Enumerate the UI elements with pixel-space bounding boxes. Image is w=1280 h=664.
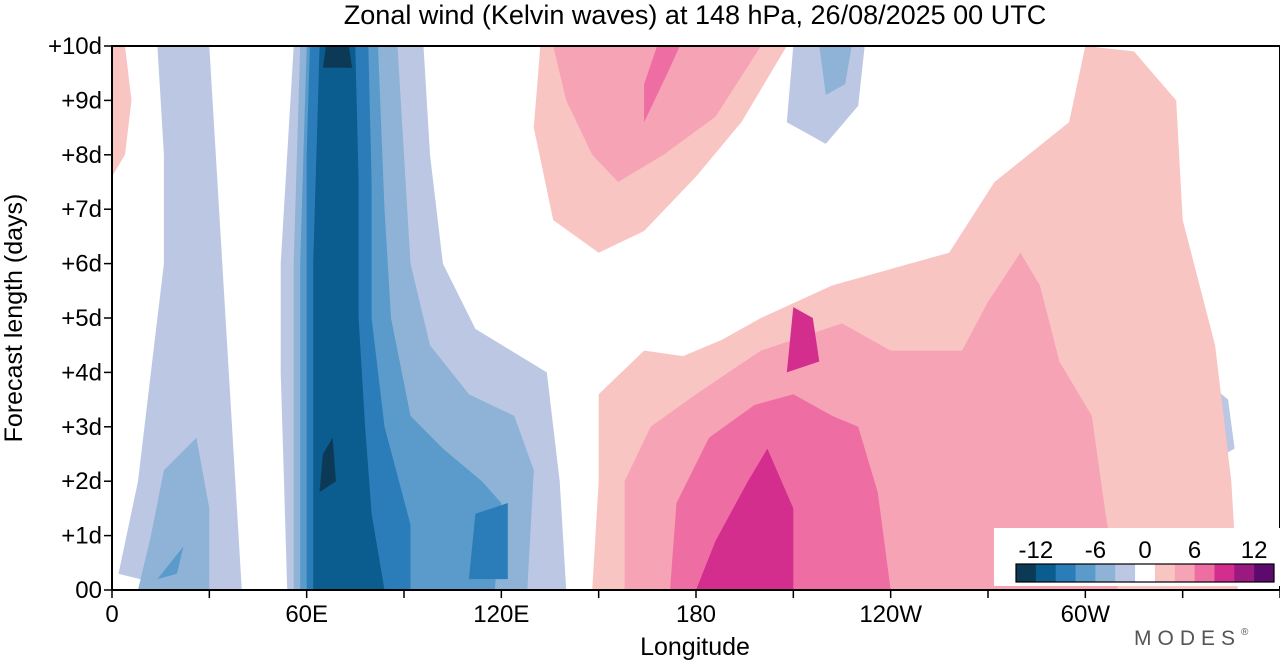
y-tick-label: +3d [61, 414, 102, 441]
colorbar-tick-label: 0 [1138, 537, 1151, 564]
colorbar-frame [1015, 563, 1275, 583]
colorbar-swatch [1254, 564, 1275, 582]
y-tick-label: 00 [75, 577, 102, 604]
x-tick-label: 120E [473, 601, 529, 628]
colorbar-tick-label: 6 [1188, 537, 1201, 564]
colorbar-tick-label: -12 [1019, 537, 1054, 564]
y-tick-label: +8d [61, 142, 102, 169]
brand-mark: ® [1241, 627, 1254, 638]
y-tick-label: +4d [61, 359, 102, 386]
westerly-anomaly-20 [644, 46, 680, 123]
easterly-anomaly-12 [319, 437, 336, 493]
westerly-anomaly-22 [786, 307, 820, 373]
colorbar-swatch [1174, 564, 1196, 582]
y-ticks: 00 +1d +2d +3d +4d +5d +6d +7d +8d +9d +10d [48, 33, 112, 604]
y-tick-label: +9d [61, 87, 102, 114]
westerly-anomaly-16 [112, 46, 132, 177]
brand-logo: MODES® [1134, 627, 1254, 650]
westerly-anomaly-21 [696, 448, 794, 590]
x-ticks: 0 60E 120E 180 120W 60W [105, 590, 1280, 628]
y-tick-label: +10d [48, 33, 102, 60]
colorbar: -12 -6 0 6 12 [994, 528, 1280, 586]
colorbar-swatch [1154, 564, 1176, 582]
colorbar-swatch [1095, 564, 1116, 582]
easterly-anomaly-4 [138, 437, 210, 590]
colorbar-tick-label: 12 [1241, 537, 1268, 564]
brand-text: MODES [1134, 627, 1241, 650]
colorbar-swatch [1016, 564, 1037, 582]
x-tick-label: 60W [1061, 601, 1111, 628]
x-tick-label: 120W [859, 601, 922, 628]
y-tick-label: +6d [61, 251, 102, 278]
x-tick-label: 180 [676, 601, 716, 628]
westerly-anomaly-17 [553, 46, 761, 182]
colorbar-swatch [1214, 564, 1235, 582]
easterly-anomaly-0 [118, 46, 242, 590]
y-axis-label: Forecast length (days) [0, 194, 28, 443]
colorbar-swatch [1035, 564, 1057, 582]
chart-title: Zonal wind (Kelvin waves) at 148 hPa, 26… [344, 0, 1046, 30]
easterly-anomaly-6 [819, 46, 852, 95]
y-tick-label: +2d [61, 468, 102, 495]
easterly-anomaly-7 [157, 546, 184, 580]
x-tick-label: 60E [285, 601, 328, 628]
easterly-anomaly-10 [468, 503, 508, 580]
colorbar-swatch [1075, 564, 1096, 582]
y-tick-label: +7d [61, 196, 102, 223]
colorbar-tick-label: -6 [1085, 537, 1106, 564]
y-tick-label: +1d [61, 523, 102, 550]
colorbar-swatch [1234, 564, 1255, 582]
colorbar-swatch [1135, 564, 1156, 582]
easterly-anomaly-13 [322, 46, 353, 68]
colorbar-swatch [1055, 564, 1077, 582]
y-tick-label: +5d [61, 305, 102, 332]
colorbar-swatch [1115, 564, 1136, 582]
plot-area [111, 45, 1280, 591]
colorbar-swatch [1194, 564, 1215, 582]
x-tick-label: 0 [105, 601, 118, 628]
x-axis-label: Longitude [640, 633, 750, 661]
